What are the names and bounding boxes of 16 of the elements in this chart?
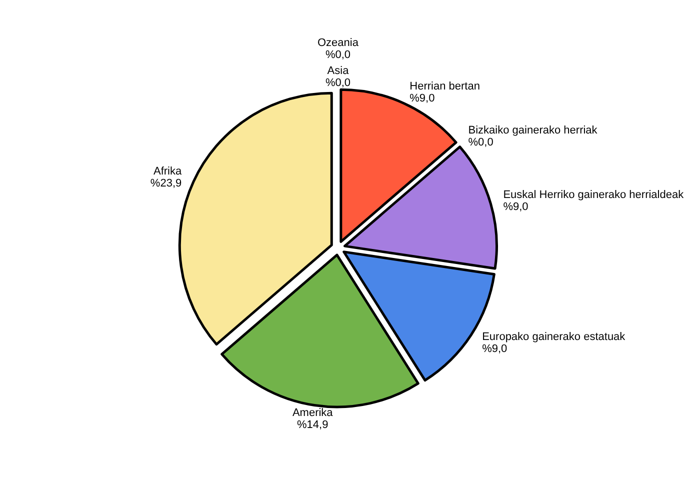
- data-label: %9,0: [410, 92, 435, 105]
- data-label: %9,0: [503, 201, 528, 214]
- slice-label: Amerika: [292, 407, 334, 420]
- text: %0,0: [325, 49, 351, 61]
- text: %0,0: [325, 77, 351, 89]
- data-label: %23,9: [150, 177, 182, 190]
- slice-label: Afrika: [154, 165, 183, 178]
- data-label: %9,0: [482, 342, 508, 355]
- category-label: Asia: [327, 65, 349, 77]
- data-label: %14,9: [297, 419, 328, 432]
- category-label: Ozeania: [318, 37, 358, 49]
- slice-label: Euskal Herriko gainerako herrialdeak: [503, 189, 684, 202]
- slice-label: Herrian bertan: [410, 80, 480, 93]
- category-label: Bizkaiko gainerako herriak: [468, 124, 598, 137]
- slice-label: Europako gainerako estatuak: [482, 330, 626, 343]
- text: %0,0: [468, 136, 494, 149]
